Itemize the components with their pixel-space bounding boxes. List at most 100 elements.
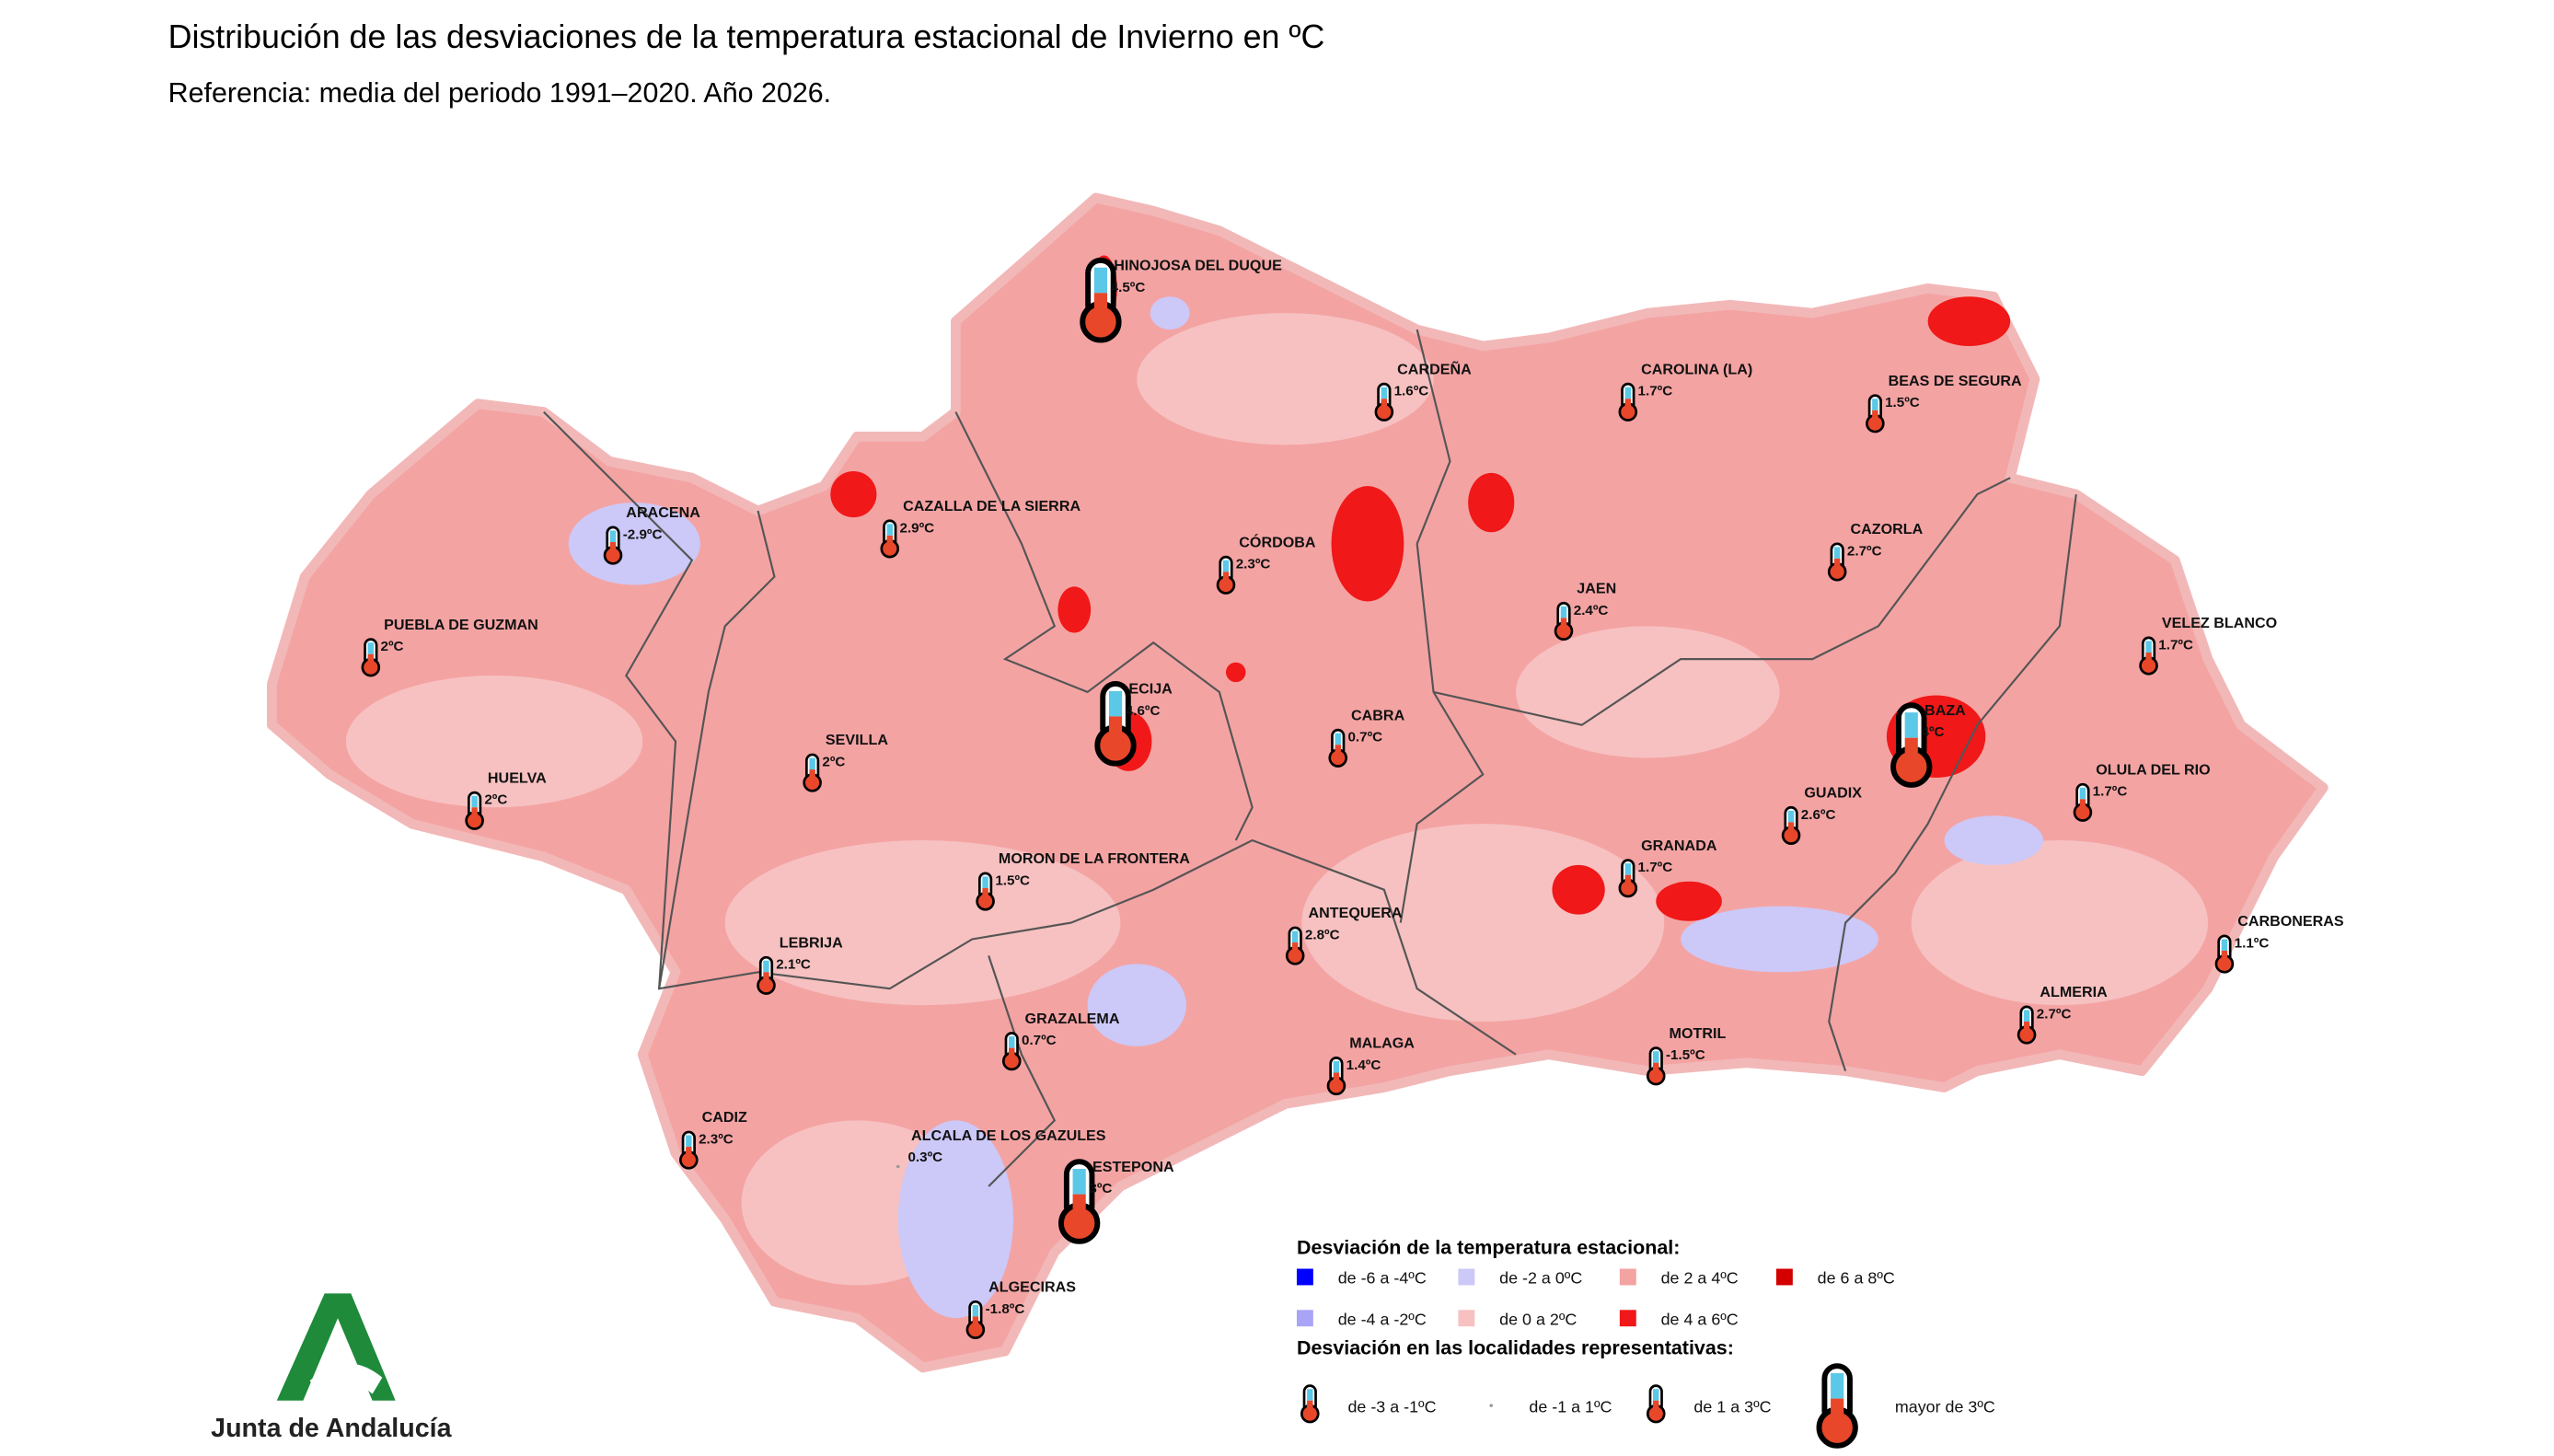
legend-label: de 0 a 2ºC bbox=[1499, 1310, 1577, 1328]
thermometer-warm bbox=[1335, 745, 1341, 758]
station-value: 1.7ºC bbox=[1638, 384, 1673, 399]
legend-station-label: mayor de 3ºC bbox=[1895, 1397, 1995, 1416]
legend-swatch bbox=[1458, 1268, 1475, 1286]
legend-dot bbox=[1489, 1404, 1494, 1407]
station-value: 2.7ºC bbox=[1847, 543, 1882, 559]
thermometer-warm bbox=[609, 542, 617, 556]
station-value: 1.7ºC bbox=[1638, 860, 1673, 875]
thermometer-cold bbox=[1833, 547, 1841, 559]
thermometer-warm bbox=[1307, 1400, 1313, 1415]
thermometer-warm bbox=[2145, 652, 2152, 666]
thermometer-warm bbox=[972, 1316, 979, 1330]
thermometer bbox=[2214, 934, 2235, 974]
thermometer-large bbox=[1057, 1159, 1101, 1244]
station-name: GUADIX bbox=[1804, 785, 1862, 802]
thermometer-cold bbox=[686, 1135, 692, 1148]
station-value: 0.7ºC bbox=[1022, 1033, 1057, 1048]
station-name: MALAGA bbox=[1349, 1035, 1415, 1052]
thermometer-cold bbox=[1624, 387, 1632, 399]
station-name: CABRA bbox=[1351, 707, 1405, 723]
thermometer-warm bbox=[1831, 1398, 1844, 1428]
station-name: ECIJA bbox=[1128, 681, 1173, 698]
thermometer bbox=[465, 791, 484, 830]
thermometer-warm bbox=[1624, 399, 1632, 412]
station-value: -1.8ºC bbox=[986, 1301, 1025, 1317]
thermometer bbox=[1374, 382, 1394, 422]
station-name: MOTRIL bbox=[1670, 1025, 1727, 1042]
thermometer-warm bbox=[809, 769, 815, 783]
thermometer-cold bbox=[1222, 560, 1230, 572]
thermometer-cold bbox=[367, 642, 375, 654]
thermometer-cold bbox=[1291, 930, 1299, 943]
thermometer-warm bbox=[686, 1147, 692, 1161]
thermometer-cold bbox=[1108, 690, 1123, 717]
station-name: OLULA DEL RIO bbox=[2096, 761, 2210, 778]
stations: HINOJOSA DEL DUQUE 4.5ºC CARDEÑA 1.6ºC CAROL… bbox=[361, 257, 2344, 1340]
thermometer-cold bbox=[1560, 606, 1567, 618]
thermometer-cold bbox=[1653, 1051, 1659, 1063]
thermometer-warm bbox=[982, 887, 988, 902]
thermometer-cold bbox=[1333, 1060, 1340, 1073]
thermometer bbox=[1300, 1384, 1320, 1424]
thermometer-warm bbox=[1624, 874, 1632, 888]
thermometer bbox=[361, 638, 381, 677]
thermometer-warm bbox=[1093, 293, 1108, 322]
thermometer-cold bbox=[1831, 1373, 1844, 1399]
legend-label: de 2 a 4ºC bbox=[1661, 1269, 1739, 1288]
station-value: -1.5ºC bbox=[1666, 1047, 1705, 1063]
station-name: ALGECIRAS bbox=[988, 1279, 1076, 1296]
thermometer-large bbox=[1816, 1363, 1858, 1449]
thermometer bbox=[976, 872, 995, 911]
thermometer-large bbox=[1080, 257, 1122, 343]
legend-swatch bbox=[1775, 1268, 1793, 1286]
thermometer-cold bbox=[886, 524, 893, 536]
thermometer-cold bbox=[1381, 387, 1388, 399]
thermometer-warm bbox=[367, 653, 375, 668]
thermometer-cold bbox=[982, 876, 988, 888]
thermometer bbox=[2017, 1005, 2037, 1045]
province-borders bbox=[543, 329, 2077, 1187]
station-name: GRAZALEMA bbox=[1025, 1011, 1120, 1027]
station-name: CAZALLA DE LA SIERRA bbox=[903, 498, 1081, 514]
thermometer-warm bbox=[1333, 1072, 1340, 1086]
legend-stations-title: Desviación en las localidades representa… bbox=[1297, 1337, 1734, 1359]
thermometer bbox=[603, 526, 623, 565]
legend-label: de -4 a -2ºC bbox=[1338, 1310, 1427, 1328]
station-dot bbox=[896, 1164, 900, 1169]
thermometer bbox=[1646, 1046, 1666, 1086]
thermometer bbox=[1618, 382, 1638, 422]
thermometer bbox=[757, 955, 776, 995]
thermometer bbox=[1328, 728, 1348, 768]
station-name: ALMERIA bbox=[2040, 984, 2108, 1000]
thermometer bbox=[803, 753, 822, 792]
thermometer-warm bbox=[1904, 737, 1918, 768]
station-name: LEBRIJA bbox=[780, 934, 843, 951]
thermometer-warm bbox=[1381, 399, 1388, 412]
thermometer-large bbox=[1890, 702, 1933, 788]
station-name: MORON DE LA FRONTERA bbox=[999, 850, 1190, 867]
logo: Junta de Andalucía bbox=[211, 1293, 453, 1443]
thermometer-cold bbox=[1072, 1169, 1086, 1195]
title: Distribución de las desviaciones de la t… bbox=[168, 18, 1325, 55]
station-value: 2ºC bbox=[381, 639, 404, 654]
thermometer-warm bbox=[1291, 942, 1299, 956]
thermometer-warm bbox=[471, 807, 478, 821]
thermometer-cold bbox=[1335, 733, 1341, 745]
station-value: 4ºC bbox=[1921, 724, 1944, 740]
thermometer-cold bbox=[2145, 641, 2152, 653]
thermometer-cold bbox=[609, 530, 617, 543]
station-value: 2.9ºC bbox=[900, 520, 935, 536]
thermometer-cold bbox=[471, 795, 478, 808]
station-value: 0.3ºC bbox=[907, 1150, 942, 1165]
station-name: ANTEQUERA bbox=[1308, 905, 1402, 921]
thermometer bbox=[1326, 1057, 1346, 1096]
thermometer-warm bbox=[1009, 1047, 1015, 1061]
legend-swatch bbox=[1619, 1268, 1636, 1286]
station-value: 1.4ºC bbox=[1346, 1057, 1381, 1073]
station-name: CAROLINA (LA) bbox=[1641, 361, 1752, 377]
station-value: 2.3ºC bbox=[1236, 557, 1271, 572]
station-name: HINOJOSA DEL DUQUE bbox=[1114, 258, 1282, 274]
station-value: 2.3ºC bbox=[699, 1131, 734, 1147]
legend-label: de -6 a -4ºC bbox=[1338, 1269, 1427, 1288]
